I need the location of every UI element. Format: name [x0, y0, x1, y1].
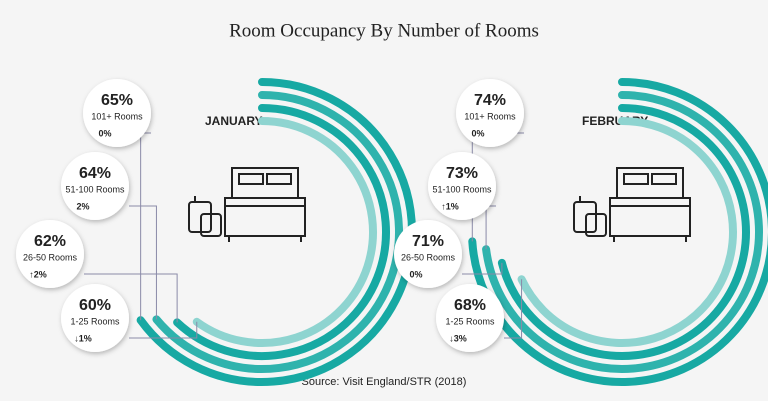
arc-bar	[497, 104, 750, 360]
connector	[129, 321, 198, 339]
change-label: 0%	[98, 128, 111, 138]
connector	[485, 205, 496, 250]
bed-icon	[188, 167, 306, 243]
change-label: 0%	[471, 128, 484, 138]
change-label: 0%	[409, 269, 422, 279]
bubble	[16, 220, 84, 288]
value-label: 71%	[412, 233, 444, 250]
change-label: ↑2%	[29, 269, 47, 279]
arc-bar	[192, 117, 377, 347]
arc-bar	[152, 91, 403, 373]
bubble	[394, 220, 462, 288]
value-label: 68%	[454, 297, 486, 314]
connector	[129, 205, 157, 320]
change-label: 2%	[76, 201, 89, 211]
category-label: 1-25 Rooms	[70, 316, 120, 326]
bubble	[436, 284, 504, 352]
value-label: 74%	[474, 92, 506, 109]
bubble	[456, 79, 524, 147]
title: Room Occupancy By Number of Rooms	[229, 20, 539, 41]
bubble	[61, 152, 129, 220]
bed-icon	[573, 167, 691, 243]
arc-bar	[173, 104, 390, 360]
arc-bar	[468, 78, 768, 386]
category-label: 51-100 Rooms	[65, 184, 125, 194]
category-label: 26-50 Rooms	[23, 252, 78, 262]
category-label: 1-25 Rooms	[445, 316, 495, 326]
arc-bar	[136, 78, 416, 386]
month-label: JANUARY	[205, 114, 263, 128]
category-label: 51-100 Rooms	[432, 184, 492, 194]
value-label: 73%	[446, 165, 478, 182]
connector	[504, 279, 523, 339]
source: Source: Visit England/STR (2018)	[302, 376, 467, 388]
arc-bar	[517, 117, 737, 347]
change-label: ↓3%	[449, 333, 467, 343]
change-label: ↓1%	[74, 333, 92, 343]
change-label: ↑1%	[441, 201, 459, 211]
connector	[462, 262, 503, 275]
value-label: 65%	[101, 92, 133, 109]
category-label: 26-50 Rooms	[401, 252, 456, 262]
category-label: 101+ Rooms	[91, 111, 143, 121]
value-label: 60%	[79, 297, 111, 314]
bubble	[83, 79, 151, 147]
connector	[140, 132, 151, 321]
value-label: 64%	[79, 165, 111, 182]
bubble	[61, 284, 129, 352]
arc-bar	[482, 91, 763, 373]
bubble	[428, 152, 496, 220]
connector	[84, 273, 178, 323]
category-label: 101+ Rooms	[464, 111, 516, 121]
value-label: 62%	[34, 233, 66, 250]
